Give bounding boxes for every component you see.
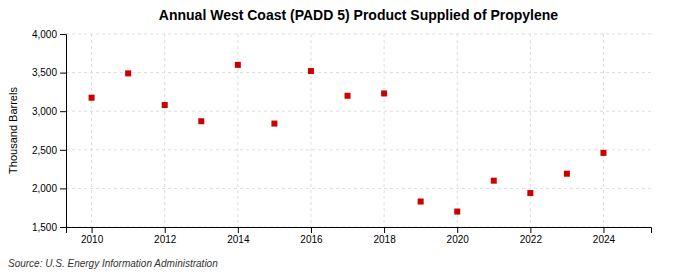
x-tick: 2024 <box>593 227 616 245</box>
x-tick-label: 2010 <box>81 234 104 245</box>
point <box>271 121 277 127</box>
y-tick-mark <box>60 150 66 151</box>
x-tick-mark <box>165 227 166 233</box>
plot: 2010 2012 2014 2016 2018 2020 2022 2024 1,500 2,0… <box>32 29 652 245</box>
point <box>162 102 168 108</box>
grid-line <box>457 34 458 227</box>
point <box>454 209 460 215</box>
y-tick: 3,500 <box>32 67 66 78</box>
point <box>89 95 95 101</box>
point <box>600 150 606 156</box>
x-tick-label: 2014 <box>227 234 250 245</box>
grid-line <box>530 34 531 227</box>
y-tick-label: 2,000 <box>32 183 57 194</box>
x-tick: 2018 <box>373 227 396 245</box>
x-tick-mark <box>384 227 385 233</box>
y-axis: 1,500 2,000 2,500 3,000 3,500 4,000 <box>32 29 67 233</box>
x-tick-mark <box>92 227 93 233</box>
x-tick-mark <box>457 227 458 233</box>
x-tick-mark <box>311 227 312 233</box>
y-axis-title: Thousand Barrels <box>7 87 19 174</box>
point <box>527 190 533 196</box>
grid-line <box>164 34 165 227</box>
y-tick: 3,000 <box>32 106 66 117</box>
x-tick: 2010 <box>81 227 104 245</box>
point <box>564 171 570 177</box>
x-tick-mark <box>603 227 604 233</box>
x-tick: 2016 <box>300 227 323 245</box>
y-tick-label: 3,500 <box>32 67 57 78</box>
grid <box>66 34 651 227</box>
x-tick-label: 2016 <box>300 234 323 245</box>
y-tick-mark <box>60 34 66 35</box>
source-note: Source: U.S. Energy Information Administ… <box>8 258 218 269</box>
y-tick-mark <box>60 188 66 189</box>
x-tick-label: 2018 <box>373 234 396 245</box>
point <box>345 93 351 99</box>
point <box>381 90 387 96</box>
y-tick-mark <box>60 111 66 112</box>
x-tick-mark <box>530 227 531 233</box>
point <box>235 62 241 68</box>
y-tick: 2,000 <box>32 183 66 194</box>
grid-line <box>91 34 92 227</box>
grid-line <box>603 34 604 227</box>
title: Annual West Coast (PADD 5) Product Suppl… <box>159 7 559 23</box>
x-tick: 2014 <box>227 227 250 245</box>
y-axis-line <box>60 35 67 228</box>
x-tick-label: 2024 <box>593 234 616 245</box>
x-axis: 2010 2012 2014 2016 2018 2020 2022 2024 <box>67 227 652 245</box>
grid-line <box>66 72 651 73</box>
y-tick-label: 3,000 <box>32 106 57 117</box>
y-tick: 4,000 <box>32 29 66 40</box>
grid-line <box>66 188 651 189</box>
chart: 2010 2012 2014 2016 2018 2020 2022 2024 1,500 2,0… <box>0 0 675 275</box>
x-axis-line <box>67 228 652 234</box>
y-tick: 1,500 <box>32 222 66 233</box>
x-tick-mark <box>238 227 239 233</box>
x-tick: 2012 <box>154 227 177 245</box>
grid-line <box>66 149 651 150</box>
y-tick-mark <box>60 73 66 74</box>
point <box>491 178 497 184</box>
x-tick-label: 2020 <box>447 234 470 245</box>
x-tick-label: 2012 <box>154 234 177 245</box>
y-tick-label: 4,000 <box>32 29 57 40</box>
x-tick-label: 2022 <box>520 234 543 245</box>
y-tick-mark <box>60 227 66 228</box>
grid-line <box>384 34 385 227</box>
grid-line <box>66 111 651 112</box>
x-tick: 2022 <box>520 227 543 245</box>
point <box>198 118 204 124</box>
point <box>418 199 424 205</box>
y-tick: 2,500 <box>32 145 66 156</box>
y-tick-label: 1,500 <box>32 222 57 233</box>
grid-line <box>66 34 651 35</box>
point <box>308 68 314 74</box>
point <box>125 70 131 76</box>
points <box>89 62 607 215</box>
x-tick: 2020 <box>447 227 470 245</box>
y-tick-label: 2,500 <box>32 145 57 156</box>
grid-line <box>310 34 311 227</box>
